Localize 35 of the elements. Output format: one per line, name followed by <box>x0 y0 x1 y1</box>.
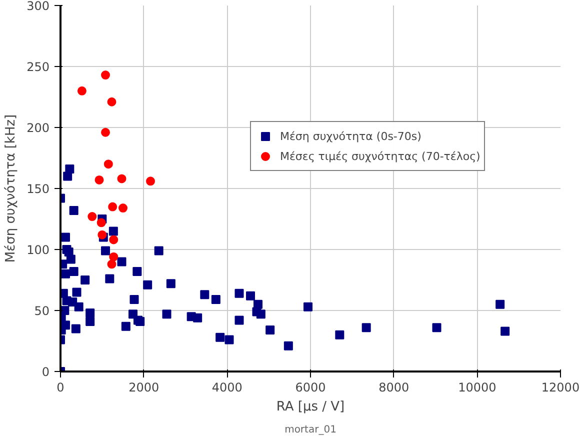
point <box>108 202 118 212</box>
x-tick-label: 4000 <box>212 380 242 394</box>
point <box>101 70 110 80</box>
y-tick-label: 50 <box>34 304 50 318</box>
point <box>101 128 110 137</box>
point <box>96 218 106 228</box>
x-tick-label: 8000 <box>378 380 410 394</box>
point <box>107 260 116 269</box>
x-axis-title: RA [μs / V] <box>276 400 345 414</box>
x-tick-label: 2000 <box>128 380 160 394</box>
y-axis-title: Μέση συχνότητα [kHz] <box>4 114 19 263</box>
point <box>117 174 126 184</box>
point <box>77 86 86 96</box>
y-tick-label: 200 <box>26 121 50 135</box>
text: mortar_01 <box>284 424 336 436</box>
point <box>104 160 113 169</box>
point <box>107 97 116 106</box>
x-tick-label: 12000 <box>541 380 580 394</box>
y-tick-label: 0 <box>42 365 50 379</box>
y-tick-label: 250 <box>26 60 50 74</box>
y-tick-label: 300 <box>26 0 50 13</box>
legend-label: Μέση συχνότητα (0s-70s) <box>280 130 422 142</box>
point <box>109 235 118 244</box>
x-tick-label: 10000 <box>458 380 496 394</box>
point <box>146 176 155 186</box>
y-tick-label: 100 <box>26 243 50 257</box>
y-tick-label: 150 <box>26 182 50 196</box>
point <box>109 252 118 262</box>
point <box>88 212 97 222</box>
point <box>118 204 128 213</box>
legend-label: Μέσες τιμές συχνότητας (70-τέλος) <box>280 150 480 162</box>
point <box>98 230 107 240</box>
x-tick-label: 0 <box>56 380 64 394</box>
point <box>94 175 104 184</box>
x-tick-label: 6000 <box>295 380 326 394</box>
